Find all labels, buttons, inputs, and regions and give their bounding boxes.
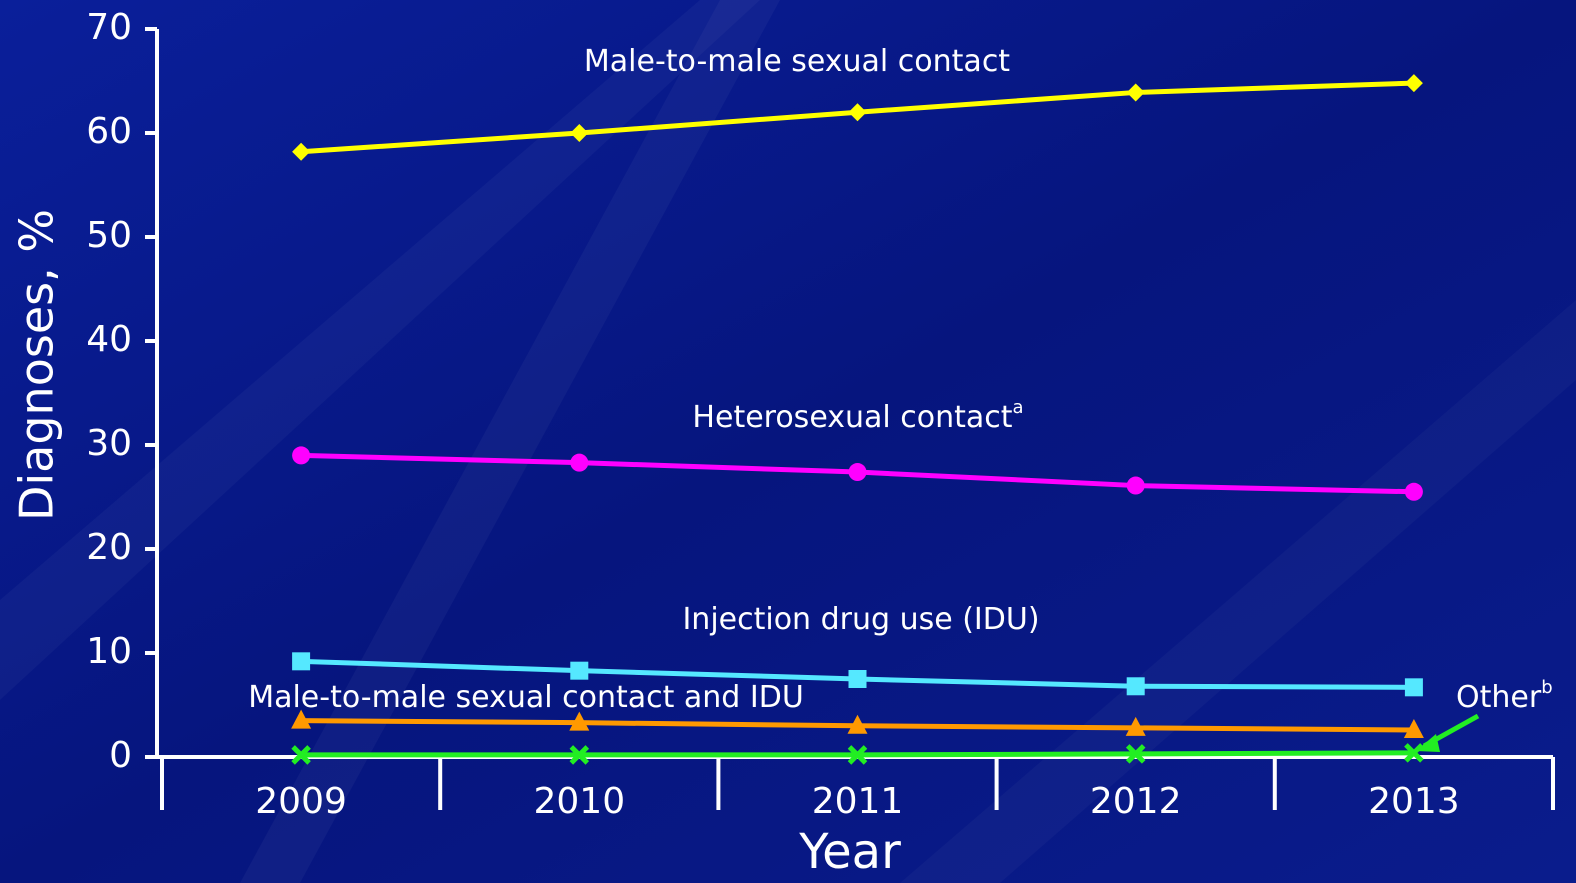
point: [569, 745, 590, 765]
x-tick-label: 2012: [1090, 781, 1182, 822]
point: [570, 453, 589, 472]
footnote-mark: a: [1013, 397, 1024, 418]
y-tick-label: 40: [86, 319, 132, 360]
x-tick-label: 2013: [1368, 781, 1460, 822]
series-label: Heterosexual contacta: [692, 397, 1023, 435]
series-label: Male-to-male sexual contact: [584, 44, 1010, 79]
point: [848, 463, 867, 482]
series-label: Otherb: [1456, 677, 1553, 715]
point: [291, 745, 311, 765]
point: [847, 745, 868, 765]
point: [291, 709, 312, 729]
point: [1404, 74, 1423, 93]
x-tick-label: 2010: [533, 781, 625, 822]
point: [292, 446, 311, 465]
y-tick-label: 20: [86, 527, 132, 568]
point: [1125, 716, 1146, 736]
point: [848, 670, 867, 688]
y-tick-label: 0: [109, 735, 132, 776]
y-tick-label: 70: [86, 7, 132, 48]
y-axis-label: Diagnoses, %: [10, 209, 64, 521]
point: [1126, 476, 1145, 495]
series-label: Male-to-male sexual contact and IDU: [248, 680, 804, 715]
y-tick-label: 60: [86, 111, 132, 152]
point: [1404, 482, 1423, 501]
point: [847, 714, 868, 734]
point: [1404, 678, 1423, 697]
point: [1403, 718, 1424, 738]
series-label: Injection drug use (IDU): [682, 602, 1039, 637]
point: [292, 142, 311, 161]
point: [1126, 677, 1145, 696]
y-tick-label: 50: [86, 215, 132, 256]
point: [1125, 744, 1146, 764]
series-name: Other: [1456, 680, 1542, 715]
point: [848, 103, 867, 122]
point: [292, 652, 311, 671]
series-name: Heterosexual contact: [692, 400, 1012, 435]
footnote-mark: b: [1541, 677, 1552, 698]
x-axis-label: Year: [798, 824, 901, 880]
point: [570, 124, 589, 142]
y-tick-label: 10: [86, 631, 132, 672]
series-name: Injection drug use (IDU): [682, 602, 1039, 637]
x-tick-label: 2009: [255, 781, 347, 822]
point: [1126, 83, 1145, 102]
series-name: Male-to-male sexual contact and IDU: [248, 680, 804, 715]
x-tick-label: 2011: [812, 781, 904, 822]
point: [570, 661, 589, 680]
y-tick-label: 30: [86, 423, 132, 464]
point: [569, 711, 590, 731]
point: [1404, 743, 1424, 763]
series-name: Male-to-male sexual contact: [584, 44, 1010, 79]
